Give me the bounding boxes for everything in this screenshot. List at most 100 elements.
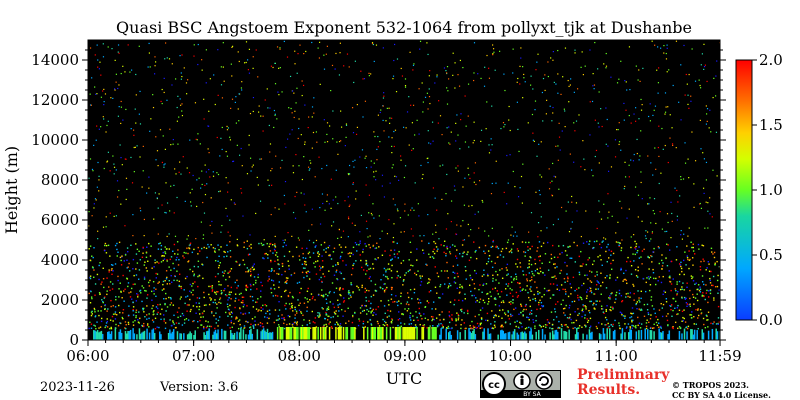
data-point: [603, 203, 605, 205]
data-point: [597, 322, 600, 324]
data-point: [647, 256, 649, 258]
data-point: [517, 294, 520, 297]
data-point: [446, 173, 448, 176]
data-point: [426, 157, 428, 160]
data-point: [527, 249, 529, 252]
data-point: [701, 275, 704, 277]
data-point: [691, 311, 693, 313]
data-point: [146, 246, 148, 248]
data-point: [596, 280, 598, 282]
data-point: [142, 307, 145, 310]
data-point: [188, 260, 190, 262]
data-point: [686, 256, 689, 259]
data-point: [436, 325, 439, 327]
data-point: [621, 328, 624, 340]
y-tick-label: 8000: [41, 171, 79, 189]
data-point: [336, 327, 339, 330]
data-point: [415, 311, 417, 313]
data-point: [670, 309, 672, 311]
data-point: [359, 307, 362, 309]
data-point: [256, 301, 258, 303]
data-point: [282, 239, 284, 241]
data-point: [661, 259, 663, 262]
data-point: [565, 331, 568, 340]
data-point: [347, 307, 349, 309]
data-point: [155, 295, 157, 298]
data-point: [274, 245, 276, 247]
data-point: [512, 302, 514, 304]
data-point: [387, 268, 389, 270]
data-point: [153, 73, 156, 75]
data-point: [474, 287, 476, 290]
data-point: [326, 194, 329, 196]
data-point: [260, 309, 262, 312]
data-point: [432, 318, 434, 320]
data-point: [604, 324, 606, 326]
data-point: [391, 277, 393, 279]
data-point: [478, 325, 480, 327]
data-point: [684, 162, 687, 164]
data-point: [214, 327, 216, 330]
data-point: [354, 241, 357, 244]
data-point: [157, 304, 159, 306]
data-point: [670, 201, 672, 203]
data-point: [445, 252, 447, 255]
data-point: [302, 257, 304, 259]
data-point: [295, 154, 297, 156]
data-point: [510, 303, 512, 305]
data-point: [151, 329, 153, 340]
data-point: [138, 328, 141, 340]
data-point: [162, 251, 164, 254]
data-point: [115, 215, 117, 217]
data-point: [628, 208, 630, 210]
data-point: [290, 302, 293, 305]
data-point: [492, 280, 494, 282]
data-point: [90, 314, 93, 317]
data-point: [672, 84, 674, 87]
data-point: [500, 290, 503, 293]
data-point: [530, 263, 533, 266]
data-point: [704, 326, 707, 329]
data-point: [297, 237, 300, 239]
data-point: [473, 172, 475, 174]
data-point: [585, 325, 587, 327]
data-point: [435, 246, 438, 248]
data-point: [491, 227, 493, 229]
data-point: [446, 261, 448, 264]
data-point: [451, 319, 453, 321]
license-badge-text: BY SA: [523, 391, 541, 398]
data-point: [224, 330, 227, 340]
data-point: [703, 192, 705, 195]
data-point: [653, 277, 655, 280]
data-point: [170, 281, 173, 283]
data-point: [274, 260, 276, 262]
data-point: [207, 321, 209, 323]
data-point: [155, 272, 157, 275]
data-point: [250, 268, 252, 270]
data-point: [503, 333, 506, 340]
data-point: [370, 160, 372, 162]
data-point: [427, 213, 429, 216]
data-point: [640, 181, 642, 184]
data-point: [372, 203, 374, 205]
data-point: [342, 277, 345, 280]
data-point: [615, 129, 618, 131]
data-point: [571, 300, 573, 303]
data-point: [548, 168, 550, 170]
data-point: [366, 264, 369, 267]
data-point: [261, 323, 264, 325]
data-point: [93, 207, 95, 209]
data-point: [396, 208, 399, 210]
data-point: [138, 45, 140, 47]
data-point: [184, 200, 186, 202]
data-point: [633, 113, 635, 115]
data-point: [507, 332, 510, 340]
data-point: [205, 247, 208, 250]
data-point: [278, 67, 280, 69]
data-point: [159, 303, 161, 306]
data-point: [337, 153, 339, 155]
data-point: [394, 43, 396, 46]
data-point: [419, 235, 421, 237]
colorbar-tick-label: 1.0: [759, 181, 783, 199]
data-point: [163, 288, 165, 290]
